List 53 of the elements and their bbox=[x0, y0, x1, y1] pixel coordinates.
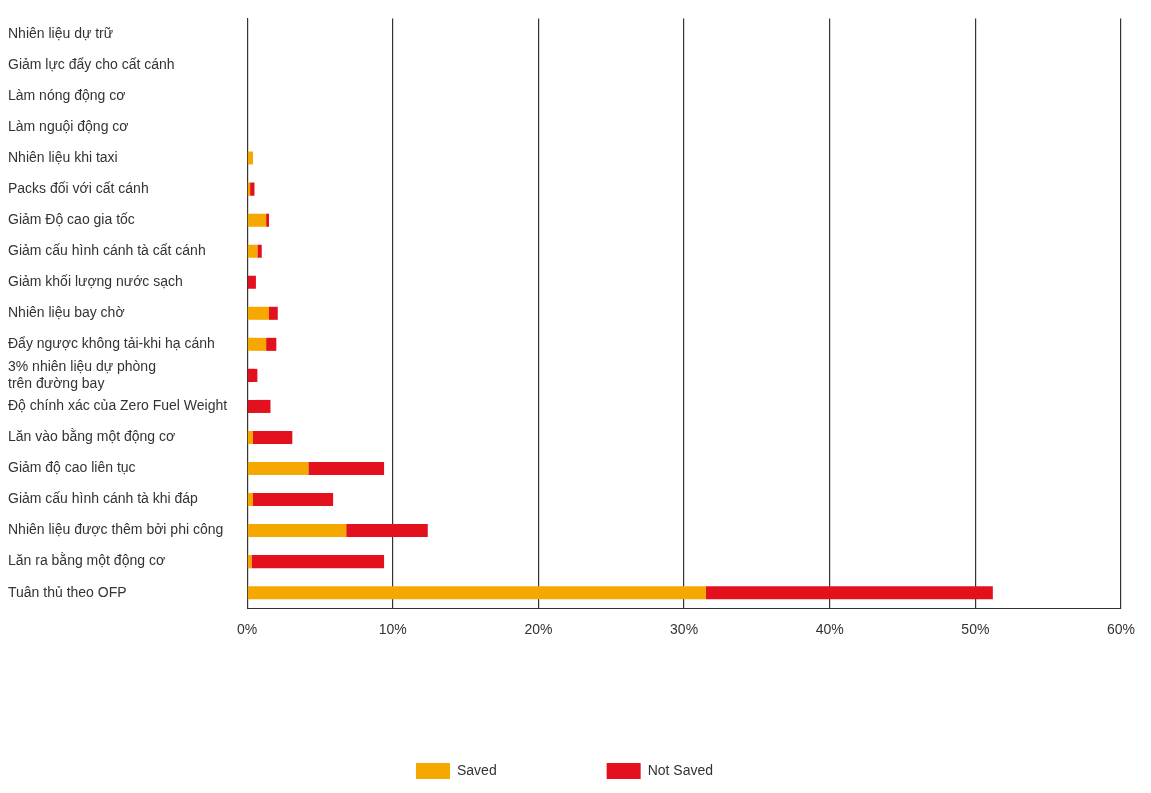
x-tick-label: 10% bbox=[378, 621, 407, 638]
bar bbox=[247, 461, 309, 476]
bar bbox=[247, 430, 254, 444]
legend-label: Saved bbox=[456, 761, 497, 778]
y-tick-label: Lăn ra bằng một động cơ bbox=[8, 552, 166, 569]
y-tick-label: Đẩy ngược không tải-khi hạ cánh bbox=[8, 335, 215, 352]
y-tick-label: Nhiên liệu được thêm bởi phi công bbox=[8, 521, 224, 538]
y-tick-label: Tuân thủ theo OFP bbox=[8, 583, 127, 600]
bar bbox=[247, 524, 347, 538]
y-tick-label: Nhiên liệu bay chờ bbox=[8, 304, 125, 321]
y-tick-label: Làm nóng động cơ bbox=[8, 86, 126, 103]
legend-label: Not Saved bbox=[647, 761, 714, 778]
bar bbox=[247, 275, 256, 289]
x-tick-label: 30% bbox=[670, 621, 699, 638]
bar bbox=[269, 306, 278, 320]
y-tick-label: Giảm độ cao liên tục bbox=[8, 459, 136, 476]
x-tick-label: 50% bbox=[961, 621, 990, 638]
y-tick-label: Nhiên liệu khi taxi bbox=[8, 148, 118, 165]
y-tick-label: Giảm khối lượng nước sạch bbox=[8, 273, 183, 290]
bar bbox=[253, 493, 334, 507]
bar bbox=[257, 244, 262, 258]
bar bbox=[247, 368, 258, 382]
y-tick-label: Làm nguội động cơ bbox=[8, 117, 129, 134]
y-tick-label: Giảm cấu hình cánh tà khi đáp bbox=[8, 490, 199, 507]
y-tick-label: Độ chính xác của Zero Fuel Weight bbox=[8, 397, 228, 414]
bar bbox=[247, 493, 254, 507]
x-tick-label: 20% bbox=[524, 621, 553, 638]
y-tick-label: Giảm lực đẩy cho cất cánh bbox=[8, 55, 175, 72]
bar bbox=[247, 306, 270, 320]
bar bbox=[247, 555, 252, 569]
bar bbox=[266, 213, 270, 227]
y-tick-label: Giảm cấu hình cánh tà cất cánh bbox=[8, 242, 206, 259]
bar bbox=[253, 430, 293, 444]
bar bbox=[247, 213, 267, 227]
y-tick-label: Nhiên liệu dự trữ bbox=[8, 24, 114, 41]
bar bbox=[247, 399, 271, 413]
bar bbox=[247, 244, 258, 258]
x-tick-label: 60% bbox=[1106, 621, 1136, 638]
bar bbox=[346, 524, 428, 538]
bar bbox=[247, 151, 254, 165]
x-tick-label: 0% bbox=[237, 621, 258, 638]
bar bbox=[266, 337, 277, 351]
x-tick-label: 40% bbox=[815, 621, 844, 638]
bar bbox=[250, 182, 255, 196]
bar bbox=[308, 461, 385, 476]
y-tick-label: Packs đối với cất cánh bbox=[8, 179, 149, 196]
bar bbox=[705, 586, 993, 600]
y-tick-label: 3% nhiên liệu dự phòng trên đường bay bbox=[8, 357, 156, 391]
bar bbox=[247, 586, 706, 600]
y-tick-label: Giảm Độ cao gia tốc bbox=[8, 211, 135, 228]
bar bbox=[251, 555, 385, 569]
y-tick-label: Lăn vào bằng một động cơ bbox=[8, 428, 176, 445]
bar bbox=[247, 337, 267, 351]
